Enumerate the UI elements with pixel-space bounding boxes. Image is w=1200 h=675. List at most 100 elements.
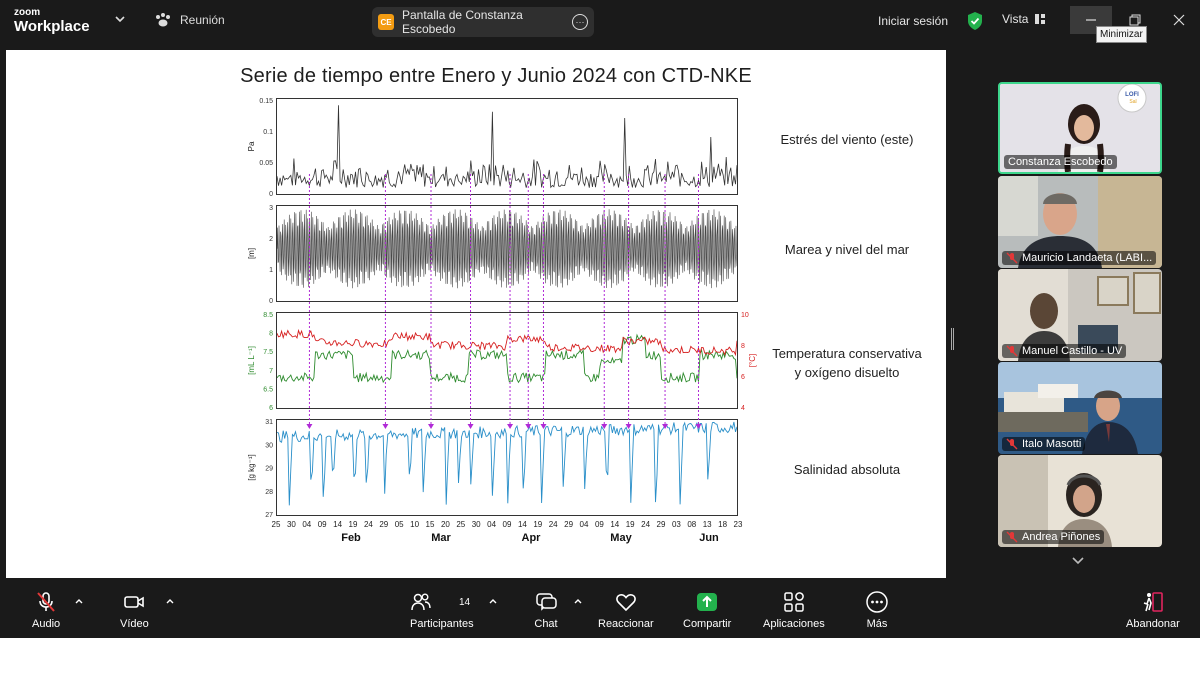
- chat-label: Chat: [534, 618, 558, 630]
- x-tick-label: 18: [718, 520, 727, 529]
- video-camera-icon: [124, 596, 145, 608]
- month-label: Mar: [431, 532, 451, 544]
- chevron-up-icon[interactable]: [74, 596, 84, 606]
- x-tick-label: 19: [533, 520, 542, 529]
- react-button[interactable]: Reaccionar: [598, 590, 654, 630]
- shield-check-icon[interactable]: [966, 11, 984, 31]
- more-options-icon[interactable]: ···: [572, 14, 588, 30]
- leave-button[interactable]: Abandonar: [1126, 590, 1180, 630]
- video-tile[interactable]: LOFI Sal Constanza Escobedo: [998, 82, 1162, 174]
- x-tick-label: 15: [426, 520, 435, 529]
- y-axis-label: [m]: [247, 248, 256, 259]
- temp-oxygen-plot: [276, 328, 738, 384]
- audio-button[interactable]: Audio: [32, 590, 60, 630]
- minimize-icon: [1086, 19, 1096, 21]
- label-temp-line1: Temperatura conservativa: [772, 346, 922, 361]
- label-tide: Marea y nivel del mar: [784, 242, 910, 257]
- signin-link[interactable]: Iniciar sesión: [878, 14, 949, 28]
- y-tick-label: 31: [265, 419, 273, 426]
- paw-icon: [156, 13, 170, 27]
- x-tick-label: 20: [441, 520, 450, 529]
- more-label: Más: [866, 618, 888, 630]
- more-icon: [866, 591, 888, 613]
- x-tick-label: 25: [456, 520, 465, 529]
- meeting-info[interactable]: Reunión: [154, 12, 225, 28]
- event-marker-arrow: [382, 424, 389, 429]
- event-marker-arrow: [662, 424, 669, 429]
- x-tick-label: 25: [272, 520, 281, 529]
- y-tick-label: 28: [265, 489, 273, 496]
- x-tick-label: 24: [641, 520, 650, 529]
- more-button[interactable]: Más: [865, 590, 889, 630]
- presenter-avatar: CE: [378, 14, 394, 30]
- share-title: Pantalla de Constanza Escobedo: [402, 8, 523, 36]
- chevron-up-icon[interactable]: [573, 596, 583, 606]
- participant-name: Constanza Escobedo: [1004, 155, 1117, 169]
- participant-name-text: Andrea Piñones: [1022, 531, 1101, 543]
- video-tile[interactable]: Mauricio Landaeta (LABI...: [998, 176, 1162, 268]
- event-marker-arrow: [625, 424, 632, 429]
- y-tick-label-right: 10: [741, 312, 749, 319]
- svg-text:LOFI: LOFI: [1125, 92, 1139, 98]
- tide-plot: [276, 209, 738, 289]
- x-tick-label: 03: [672, 520, 681, 529]
- view-button[interactable]: Vista: [1002, 12, 1046, 26]
- maximize-button[interactable]: [1114, 6, 1156, 34]
- video-tile[interactable]: Manuel Castillo - UV: [998, 269, 1162, 361]
- close-icon: [1173, 14, 1185, 26]
- x-tick-label: 24: [549, 520, 558, 529]
- x-tick-label: 04: [302, 520, 311, 529]
- screen-share-indicator[interactable]: CE Pantalla de Constanza Escobedo ···: [372, 7, 594, 37]
- grid-icon: [1035, 14, 1046, 24]
- y-tick-label: 27: [265, 512, 273, 519]
- panel-temp-oxygen: [276, 312, 738, 409]
- event-marker-arrow: [540, 424, 547, 429]
- video-tile[interactable]: Italo Masotti: [998, 362, 1162, 454]
- mic-muted-icon: [1006, 252, 1018, 264]
- zoom-logo[interactable]: zoom Workplace: [14, 7, 90, 35]
- y-axis-label: Pa: [247, 141, 256, 151]
- top-bar: zoom Workplace Reunión CE Pantalla de Co…: [0, 0, 1200, 44]
- audio-label: Audio: [32, 618, 61, 630]
- event-marker-arrow: [467, 424, 474, 429]
- x-tick-label: 30: [287, 520, 296, 529]
- slide-title: Serie de tiempo entre Enero y Junio 2024…: [240, 65, 752, 87]
- participant-name-text: Mauricio Landaeta (LABI...: [1022, 252, 1153, 264]
- video-button[interactable]: Vídeo: [120, 590, 149, 630]
- restore-icon: [1129, 14, 1141, 26]
- label-salinity: Salinidad absoluta: [793, 462, 901, 477]
- tide-series: [276, 209, 738, 289]
- participants-label: Participantes: [410, 618, 474, 630]
- resize-handle[interactable]: [951, 328, 954, 350]
- y-tick-label: 29: [265, 466, 273, 473]
- chevron-up-icon[interactable]: [488, 596, 498, 606]
- participants-button[interactable]: Participantes: [410, 590, 474, 630]
- panel-tide: [276, 205, 738, 302]
- participant-name-text: Italo Masotti: [1022, 438, 1082, 450]
- x-tick-label: 09: [318, 520, 327, 529]
- y-tick-label: 2: [269, 236, 273, 243]
- chevron-up-icon[interactable]: [165, 596, 175, 606]
- chat-button[interactable]: Chat: [534, 590, 558, 630]
- y-tick-label-right: 6: [741, 374, 745, 381]
- apps-label: Aplicaciones: [763, 618, 825, 630]
- close-button[interactable]: [1158, 6, 1200, 34]
- svg-text:Sal: Sal: [1129, 99, 1136, 105]
- salinity-series: [276, 421, 738, 506]
- video-tile[interactable]: Andrea Piñones: [998, 455, 1162, 547]
- participant-name-text: Constanza Escobedo: [1008, 156, 1113, 168]
- x-tick-label: 13: [703, 520, 712, 529]
- chevron-down-icon[interactable]: [113, 12, 127, 26]
- shared-screen: Serie de tiempo entre Enero y Junio 2024…: [6, 50, 946, 578]
- x-tick-label: 19: [349, 520, 358, 529]
- meeting-label: Reunión: [180, 13, 225, 27]
- event-marker-arrow: [525, 424, 532, 429]
- chevron-down-icon[interactable]: [1070, 555, 1086, 567]
- wind-stress-series: [276, 105, 738, 189]
- apps-button[interactable]: Aplicaciones: [763, 590, 825, 630]
- share-screen-button[interactable]: Compartir: [683, 590, 731, 630]
- leave-label: Abandonar: [1126, 618, 1180, 630]
- zoom-window: zoom Workplace Reunión CE Pantalla de Co…: [0, 0, 1200, 638]
- event-marker-arrow: [601, 424, 608, 429]
